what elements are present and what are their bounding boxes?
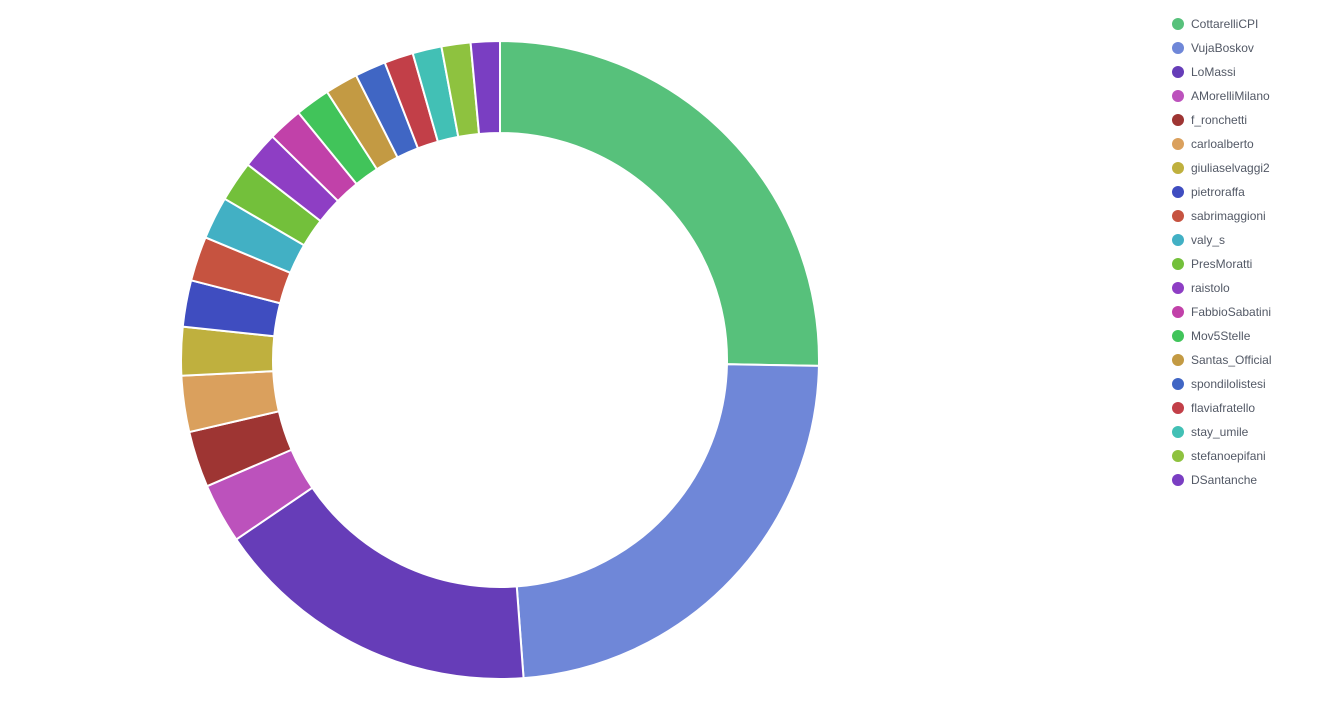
legend-label: VujaBoskov [1191, 41, 1254, 55]
legend-label: sabrimaggioni [1191, 209, 1266, 223]
legend-swatch-icon [1172, 210, 1184, 222]
legend-item-raistolo[interactable]: raistolo [1172, 276, 1320, 300]
legend-swatch-icon [1172, 354, 1184, 366]
chart-legend: CottarelliCPI VujaBoskov LoMassi AMorelliMi… [1172, 12, 1320, 492]
legend-swatch-icon [1172, 162, 1184, 174]
legend-item-vujaboskov[interactable]: VujaBoskov [1172, 36, 1320, 60]
legend-label: raistolo [1191, 281, 1230, 295]
legend-item-dsantanche[interactable]: DSantanche [1172, 468, 1320, 492]
legend-label: Santas_Official [1191, 353, 1272, 367]
legend-label: DSantanche [1191, 473, 1258, 487]
legend-label: pietroraffa [1191, 185, 1245, 199]
legend-label: FabbioSabatini [1191, 305, 1272, 319]
legend-swatch-icon [1172, 378, 1184, 390]
legend-label: LoMassi [1191, 65, 1236, 79]
legend-swatch-icon [1172, 90, 1184, 102]
legend-item-lomassi[interactable]: LoMassi [1172, 60, 1320, 84]
legend-item-cottarellicpi[interactable]: CottarelliCPI [1172, 12, 1320, 36]
legend-label: AMorelliMilano [1191, 89, 1270, 103]
legend-swatch-icon [1172, 42, 1184, 54]
legend-label: valy_s [1191, 233, 1226, 247]
legend-label: PresMoratti [1191, 257, 1253, 271]
legend-item-santas-official[interactable]: Santas_Official [1172, 348, 1320, 372]
legend-item-f-ronchetti[interactable]: f_ronchetti [1172, 108, 1320, 132]
slice-cottarellicpi[interactable]: CottarelliCPI [499, 39, 820, 367]
legend-item-pietroraffa[interactable]: pietroraffa [1172, 180, 1320, 204]
legend-swatch-icon [1172, 474, 1184, 486]
legend-swatch-icon [1172, 258, 1184, 270]
legend-label: spondilolistesi [1191, 377, 1266, 391]
legend-swatch-icon [1172, 306, 1184, 318]
legend-swatch-icon [1172, 18, 1184, 30]
slice-dsantanche[interactable]: DSantanche [469, 39, 501, 136]
legend-swatch-icon [1172, 282, 1184, 294]
legend-swatch-icon [1172, 138, 1184, 150]
legend-swatch-icon [1172, 330, 1184, 342]
legend-item-stay-umile[interactable]: stay_umile [1172, 420, 1320, 444]
legend-item-stefanoepifani[interactable]: stefanoepifani [1172, 444, 1320, 468]
legend-label: CottarelliCPI [1191, 17, 1259, 31]
legend-swatch-icon [1172, 114, 1184, 126]
donut-slices: CottarelliCPIVujaBoskovLoMassiAMorelliMi… [180, 39, 820, 680]
legend-item-presmoratti[interactable]: PresMoratti [1172, 252, 1320, 276]
legend-label: stefanoepifani [1191, 449, 1266, 463]
legend-label: giuliaselvaggi2 [1191, 161, 1270, 175]
legend-item-carloalberto[interactable]: carloalberto [1172, 132, 1320, 156]
legend-item-spondilolistesi[interactable]: spondilolistesi [1172, 372, 1320, 396]
legend-item-sabrimaggioni[interactable]: sabrimaggioni [1172, 204, 1320, 228]
legend-swatch-icon [1172, 186, 1184, 198]
legend-swatch-icon [1172, 66, 1184, 78]
legend-item-flaviafratello[interactable]: flaviafratello [1172, 396, 1320, 420]
legend-label: carloalberto [1191, 137, 1254, 151]
legend-swatch-icon [1172, 402, 1184, 414]
legend-label: stay_umile [1191, 425, 1249, 439]
legend-label: Mov5Stelle [1191, 329, 1251, 343]
legend-swatch-icon [1172, 234, 1184, 246]
legend-item-fabbiosabatini[interactable]: FabbioSabatini [1172, 300, 1320, 324]
legend-label: f_ronchetti [1191, 113, 1248, 127]
legend-swatch-icon [1172, 450, 1184, 462]
legend-label: flaviafratello [1191, 401, 1256, 415]
legend-item-valy-s[interactable]: valy_s [1172, 228, 1320, 252]
legend-swatch-icon [1172, 426, 1184, 438]
legend-item-mov5stelle[interactable]: Mov5Stelle [1172, 324, 1320, 348]
legend-item-giuliaselvaggi2[interactable]: giuliaselvaggi2 [1172, 156, 1320, 180]
legend-item-amorellimilano[interactable]: AMorelliMilano [1172, 84, 1320, 108]
slice-vujaboskov[interactable]: VujaBoskov [515, 363, 820, 680]
slice-lomassi[interactable]: LoMassi [234, 486, 525, 680]
